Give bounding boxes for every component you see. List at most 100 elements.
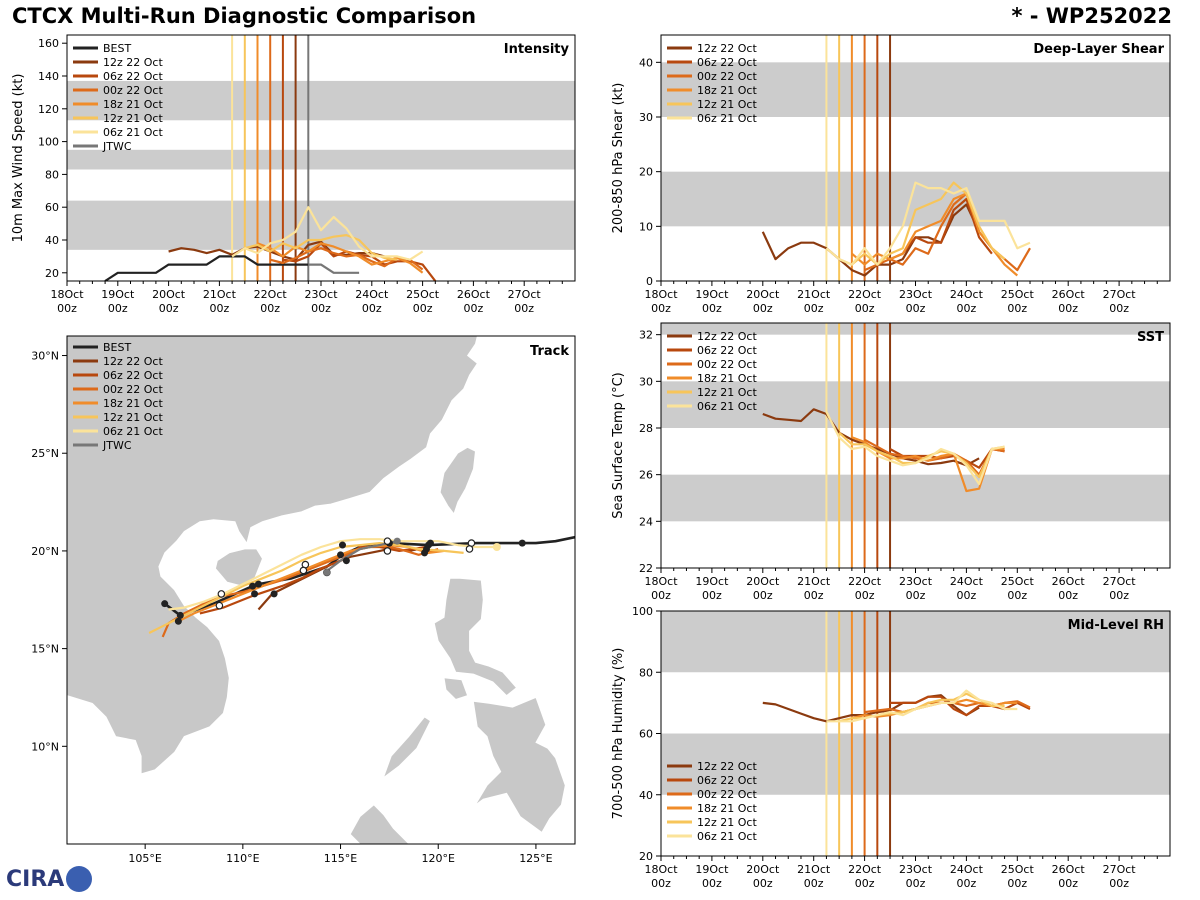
y-tick-label: 160: [38, 37, 59, 50]
x-tick-label: 00z: [957, 302, 977, 315]
forecast-marker: [383, 547, 392, 555]
x-tick-label: 00z: [1058, 589, 1078, 602]
best-track-marker: [176, 611, 184, 619]
legend-label: 00z 22 Oct: [103, 84, 163, 97]
series-line: [838, 181, 1006, 266]
legend-label: 06z 21 Oct: [697, 830, 757, 843]
x-tick-label: 22Oct: [848, 863, 882, 876]
x-tick-label: 18Oct: [644, 863, 678, 876]
legend-label: 00z 22 Oct: [697, 70, 757, 83]
x-tick-label: 21Oct: [797, 863, 831, 876]
x-tick-label: 19Oct: [101, 288, 135, 301]
forecast-marker: [217, 590, 226, 598]
x-tick-label: 00z: [804, 302, 824, 315]
y-tick-label: 22: [639, 562, 653, 575]
x-tick-label: 20Oct: [152, 288, 186, 301]
x-tick-label: 00z: [906, 302, 926, 315]
borneo: [349, 804, 410, 844]
x-tick-label: 23Oct: [899, 288, 933, 301]
legend-label: 18z 21 Oct: [697, 84, 757, 97]
panel-title: SST: [1137, 330, 1164, 345]
y-tick-label: 60: [45, 201, 59, 214]
luzon: [433, 577, 517, 697]
palawan: [382, 716, 431, 779]
x-tick-label: 00z: [1058, 302, 1078, 315]
series-line: [826, 689, 1018, 723]
x-tick-label: 00z: [804, 877, 824, 890]
x-tick-label: 00z: [1109, 302, 1129, 315]
y-tick-label: 30: [639, 111, 653, 124]
y-tick-label: 25°N: [31, 447, 59, 460]
y-tick-label: 26: [639, 469, 653, 482]
mainland-china-indochina: [67, 336, 478, 775]
x-tick-label: 25Oct: [406, 288, 440, 301]
y-tick-label: 80: [639, 666, 653, 679]
x-tick-label: 00z: [804, 589, 824, 602]
x-tick-label: 26Oct: [457, 288, 491, 301]
best-track-marker: [251, 590, 259, 598]
x-tick-label: 00z: [753, 302, 773, 315]
series-line: [825, 181, 1031, 266]
series-line: [168, 240, 385, 261]
x-tick-label: 26Oct: [1052, 575, 1086, 588]
series-line: [308, 263, 360, 274]
x-tick-label: 22Oct: [848, 575, 882, 588]
y-tick-label: 20°N: [31, 545, 59, 558]
y-tick-label: 40: [45, 234, 59, 247]
x-tick-label: 00z: [702, 302, 722, 315]
legend-label: 12z 22 Oct: [697, 760, 757, 773]
legend-label: BEST: [103, 341, 131, 354]
legend-label: 12z 22 Oct: [697, 42, 757, 55]
panel-title: Intensity: [504, 42, 570, 57]
y-tick-label: 100: [632, 605, 653, 618]
series-line: [231, 206, 424, 261]
legend-label: 00z 22 Oct: [697, 788, 757, 801]
x-tick-label: 105°E: [128, 852, 161, 865]
forecast-marker: [383, 537, 392, 545]
shading-band: [661, 62, 1170, 117]
y-tick-label: 10: [639, 220, 653, 233]
series-line: [825, 411, 1005, 486]
x-tick-label: 00z: [651, 589, 671, 602]
visayas-mindanao: [472, 696, 566, 833]
y-tick-label: 140: [38, 70, 59, 83]
plot-frame: [66, 335, 576, 845]
x-tick-label: 110°E: [226, 852, 259, 865]
x-tick-label: 00z: [108, 302, 128, 315]
x-tick-label: 115°E: [324, 852, 357, 865]
best-track-marker: [254, 580, 262, 588]
best-track-marker: [338, 541, 346, 549]
x-tick-label: 00z: [651, 877, 671, 890]
forecast-marker: [492, 543, 501, 552]
legend-label: 18z 21 Oct: [697, 372, 757, 385]
x-tick-label: 125°E: [519, 852, 552, 865]
panel-title: Track: [530, 344, 569, 359]
track-line: [161, 543, 439, 638]
shading-band: [661, 381, 1170, 428]
panel-track: 105°E 110°E 115°E 120°E 125°E 10°N 15°N 20°N 25°…: [31, 335, 576, 865]
legend-label: 06z 22 Oct: [103, 70, 163, 83]
legend-label: 18z 21 Oct: [103, 98, 163, 111]
panel-title: Mid-Level RH: [1068, 618, 1164, 633]
x-tick-label: 00z: [57, 302, 77, 315]
y-tick-label: 30°N: [31, 350, 59, 363]
y-tick-label: 15°N: [31, 643, 59, 656]
best-track-marker: [249, 582, 257, 590]
y-tick-label: 40: [639, 789, 653, 802]
x-tick-label: 20Oct: [746, 288, 780, 301]
cira-logo: CIRA: [6, 866, 93, 892]
y-tick-label: 80: [45, 168, 59, 181]
legend-label: 12z 22 Oct: [697, 330, 757, 343]
x-tick-label: 24Oct: [950, 288, 984, 301]
legend-label: 06z 21 Oct: [103, 425, 163, 438]
x-tick-label: 00z: [753, 877, 773, 890]
legend-label: 12z 22 Oct: [103, 56, 163, 69]
shading-band: [67, 149, 575, 170]
x-tick-label: 00z: [1007, 877, 1027, 890]
y-axis-label: 700-500 hPa Humidity (%): [611, 648, 626, 820]
track-line: [148, 541, 464, 634]
x-tick-label: 00z: [413, 302, 433, 315]
y-tick-label: 32: [639, 329, 653, 342]
best-track-marker: [337, 551, 345, 559]
